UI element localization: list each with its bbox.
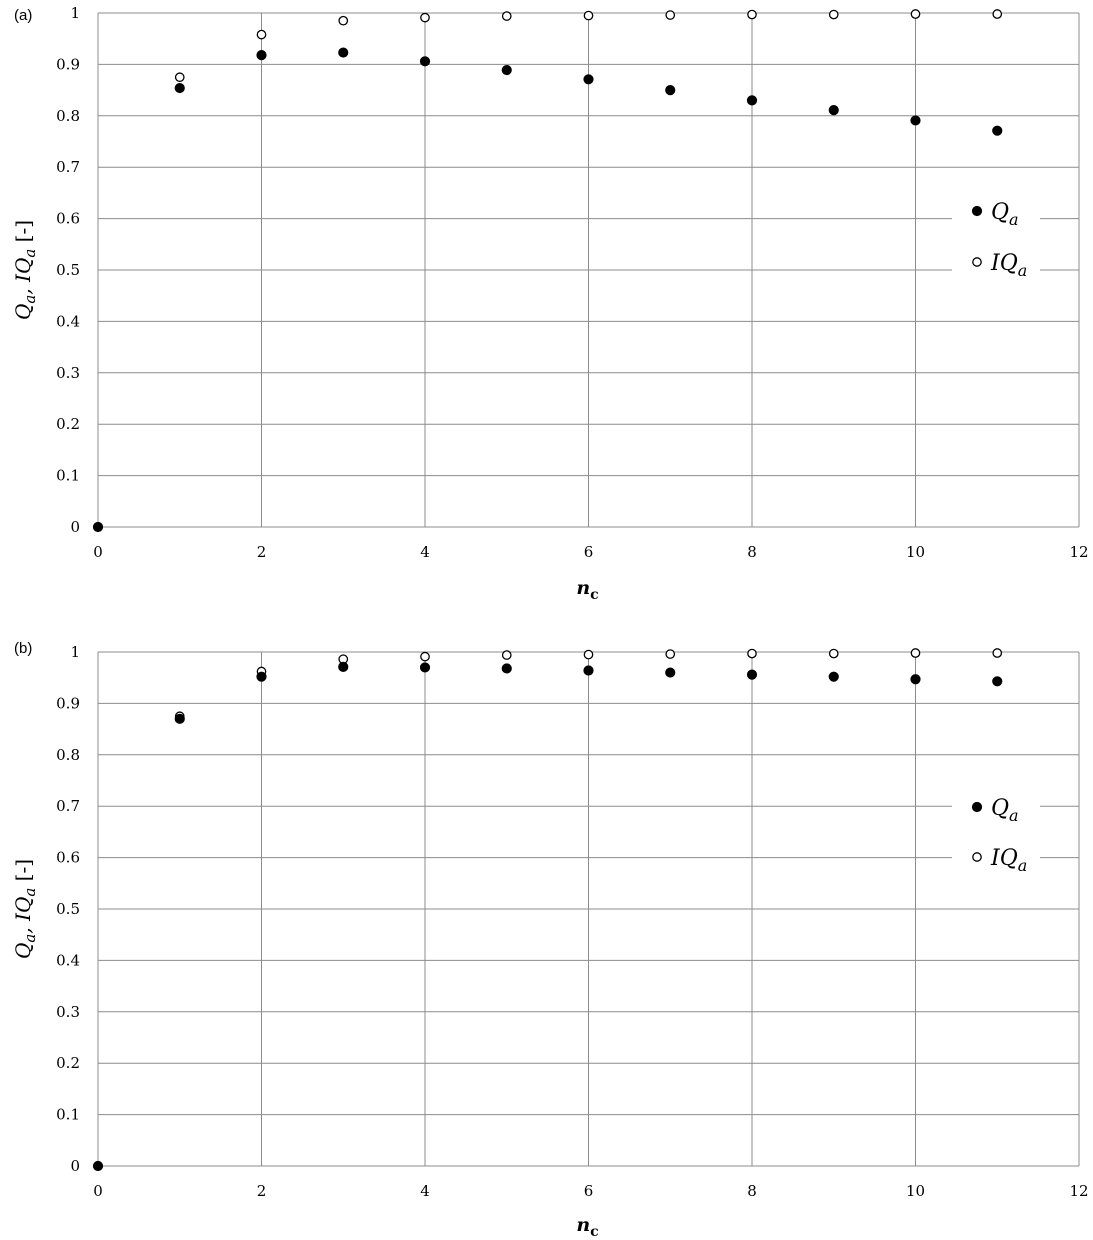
qa-point xyxy=(746,669,758,680)
legend-iqa-label: IQa xyxy=(990,846,1027,875)
qa-point xyxy=(338,661,349,673)
qa-point xyxy=(665,667,676,678)
iqa-point xyxy=(747,9,757,20)
x-tick-label: 12 xyxy=(1069,1182,1088,1200)
y-tick-label: 1 xyxy=(70,4,80,22)
x-tick-label: 0 xyxy=(93,543,103,561)
iqa-point xyxy=(910,648,921,658)
qa-point xyxy=(828,105,839,116)
y-tick-label: 0.4 xyxy=(56,951,80,969)
qa-point xyxy=(419,56,431,67)
qa-point xyxy=(910,115,921,126)
qa-point xyxy=(828,671,839,682)
y-tick-label: 0.9 xyxy=(56,55,80,73)
iqa-point xyxy=(910,9,921,19)
qa-point xyxy=(174,713,185,724)
y-tick-label: 0.3 xyxy=(56,1003,80,1021)
iqa-point xyxy=(665,649,676,659)
iqa-point xyxy=(256,29,267,40)
x-tick-label: 8 xyxy=(747,543,757,561)
qa-point xyxy=(419,662,431,673)
legend-iqa-marker xyxy=(972,257,982,267)
x-tick-label: 10 xyxy=(906,1182,925,1200)
legend-box xyxy=(952,188,1040,285)
iqa-point xyxy=(338,15,349,26)
iqa-point xyxy=(583,649,594,660)
iqa-point xyxy=(828,9,839,20)
qa-point xyxy=(992,676,1003,687)
x-tick-label: 10 xyxy=(906,543,925,561)
legend-box xyxy=(952,784,1040,880)
qa-point xyxy=(583,665,594,676)
panel-label: (b) xyxy=(14,640,32,657)
y-tick-label: 1 xyxy=(70,643,80,661)
iqa-point xyxy=(992,648,1003,658)
y-tick-label: 0.1 xyxy=(56,1106,80,1124)
y-axis-title: Qa, IQa [-] xyxy=(11,859,39,959)
x-axis-title: nc xyxy=(576,577,598,603)
qa-point xyxy=(992,125,1003,136)
y-tick-label: 0.6 xyxy=(56,849,80,867)
x-tick-label: 2 xyxy=(257,543,267,561)
qa-point xyxy=(746,95,758,106)
qa-point xyxy=(174,82,185,94)
y-tick-label: 0.6 xyxy=(56,210,80,228)
qa-point xyxy=(501,663,512,674)
iqa-point xyxy=(583,10,594,21)
qa-point xyxy=(338,47,349,58)
x-axis-title: nc xyxy=(576,1214,598,1240)
chart-panel-b: (b)00.10.20.30.40.50.60.70.80.910 2 4 6 8 10 1… xyxy=(11,640,1089,1240)
qa-point xyxy=(910,674,921,685)
x-tick-label: 6 xyxy=(584,543,594,561)
legend-qa-label: Qa xyxy=(991,796,1019,825)
x-tick-label: 4 xyxy=(420,543,430,561)
qa-point xyxy=(256,50,267,61)
y-tick-label: 0.1 xyxy=(56,467,80,485)
chart-panel-a: (a)00.10.20.30.40.50.60.70.80.910 2 4 6 8 10 1… xyxy=(11,4,1089,603)
qa-point xyxy=(92,521,104,533)
legend-qa-marker xyxy=(971,205,983,217)
y-tick-label: 0.5 xyxy=(56,261,80,279)
y-tick-label: 0.8 xyxy=(56,107,80,125)
x-tick-label: 6 xyxy=(584,1182,594,1200)
iqa-point xyxy=(747,648,757,659)
y-tick-label: 0 xyxy=(70,1157,80,1175)
legend-iqa-label: IQa xyxy=(990,251,1027,280)
y-tick-label: 0.7 xyxy=(56,797,80,815)
y-tick-label: 0.2 xyxy=(56,1054,80,1072)
y-tick-label: 0.8 xyxy=(56,746,80,764)
iqa-point xyxy=(992,9,1003,19)
y-tick-label: 0.7 xyxy=(56,158,80,176)
iqa-point xyxy=(420,651,430,662)
x-tick-label: 2 xyxy=(257,1182,267,1200)
y-tick-label: 0.4 xyxy=(56,312,80,330)
x-tick-label: 0 xyxy=(93,1182,103,1200)
y-tick-label: 0.2 xyxy=(56,415,80,433)
y-tick-label: 0 xyxy=(70,518,80,536)
x-tick-label: 4 xyxy=(420,1182,430,1200)
iqa-point xyxy=(501,11,512,21)
qa-point xyxy=(92,1160,104,1172)
x-tick-label: 8 xyxy=(747,1182,757,1200)
x-tick-label: 12 xyxy=(1069,543,1088,561)
iqa-point xyxy=(501,650,512,660)
iqa-point xyxy=(828,648,839,659)
y-tick-label: 0.9 xyxy=(56,694,80,712)
panel-label: (a) xyxy=(14,7,32,24)
legend-qa-label: Qa xyxy=(991,200,1019,229)
iqa-point xyxy=(174,72,185,83)
qa-point xyxy=(665,85,676,96)
y-tick-label: 0.3 xyxy=(56,364,80,382)
y-axis-title: Qa, IQa [-] xyxy=(11,220,39,320)
qa-point xyxy=(256,671,267,682)
y-tick-label: 0.5 xyxy=(56,900,80,918)
legend-qa-marker xyxy=(971,801,983,813)
iqa-point xyxy=(665,10,676,20)
legend-iqa-marker xyxy=(972,852,982,862)
qa-point xyxy=(583,74,594,85)
iqa-point xyxy=(420,12,430,23)
qa-point xyxy=(501,64,512,76)
